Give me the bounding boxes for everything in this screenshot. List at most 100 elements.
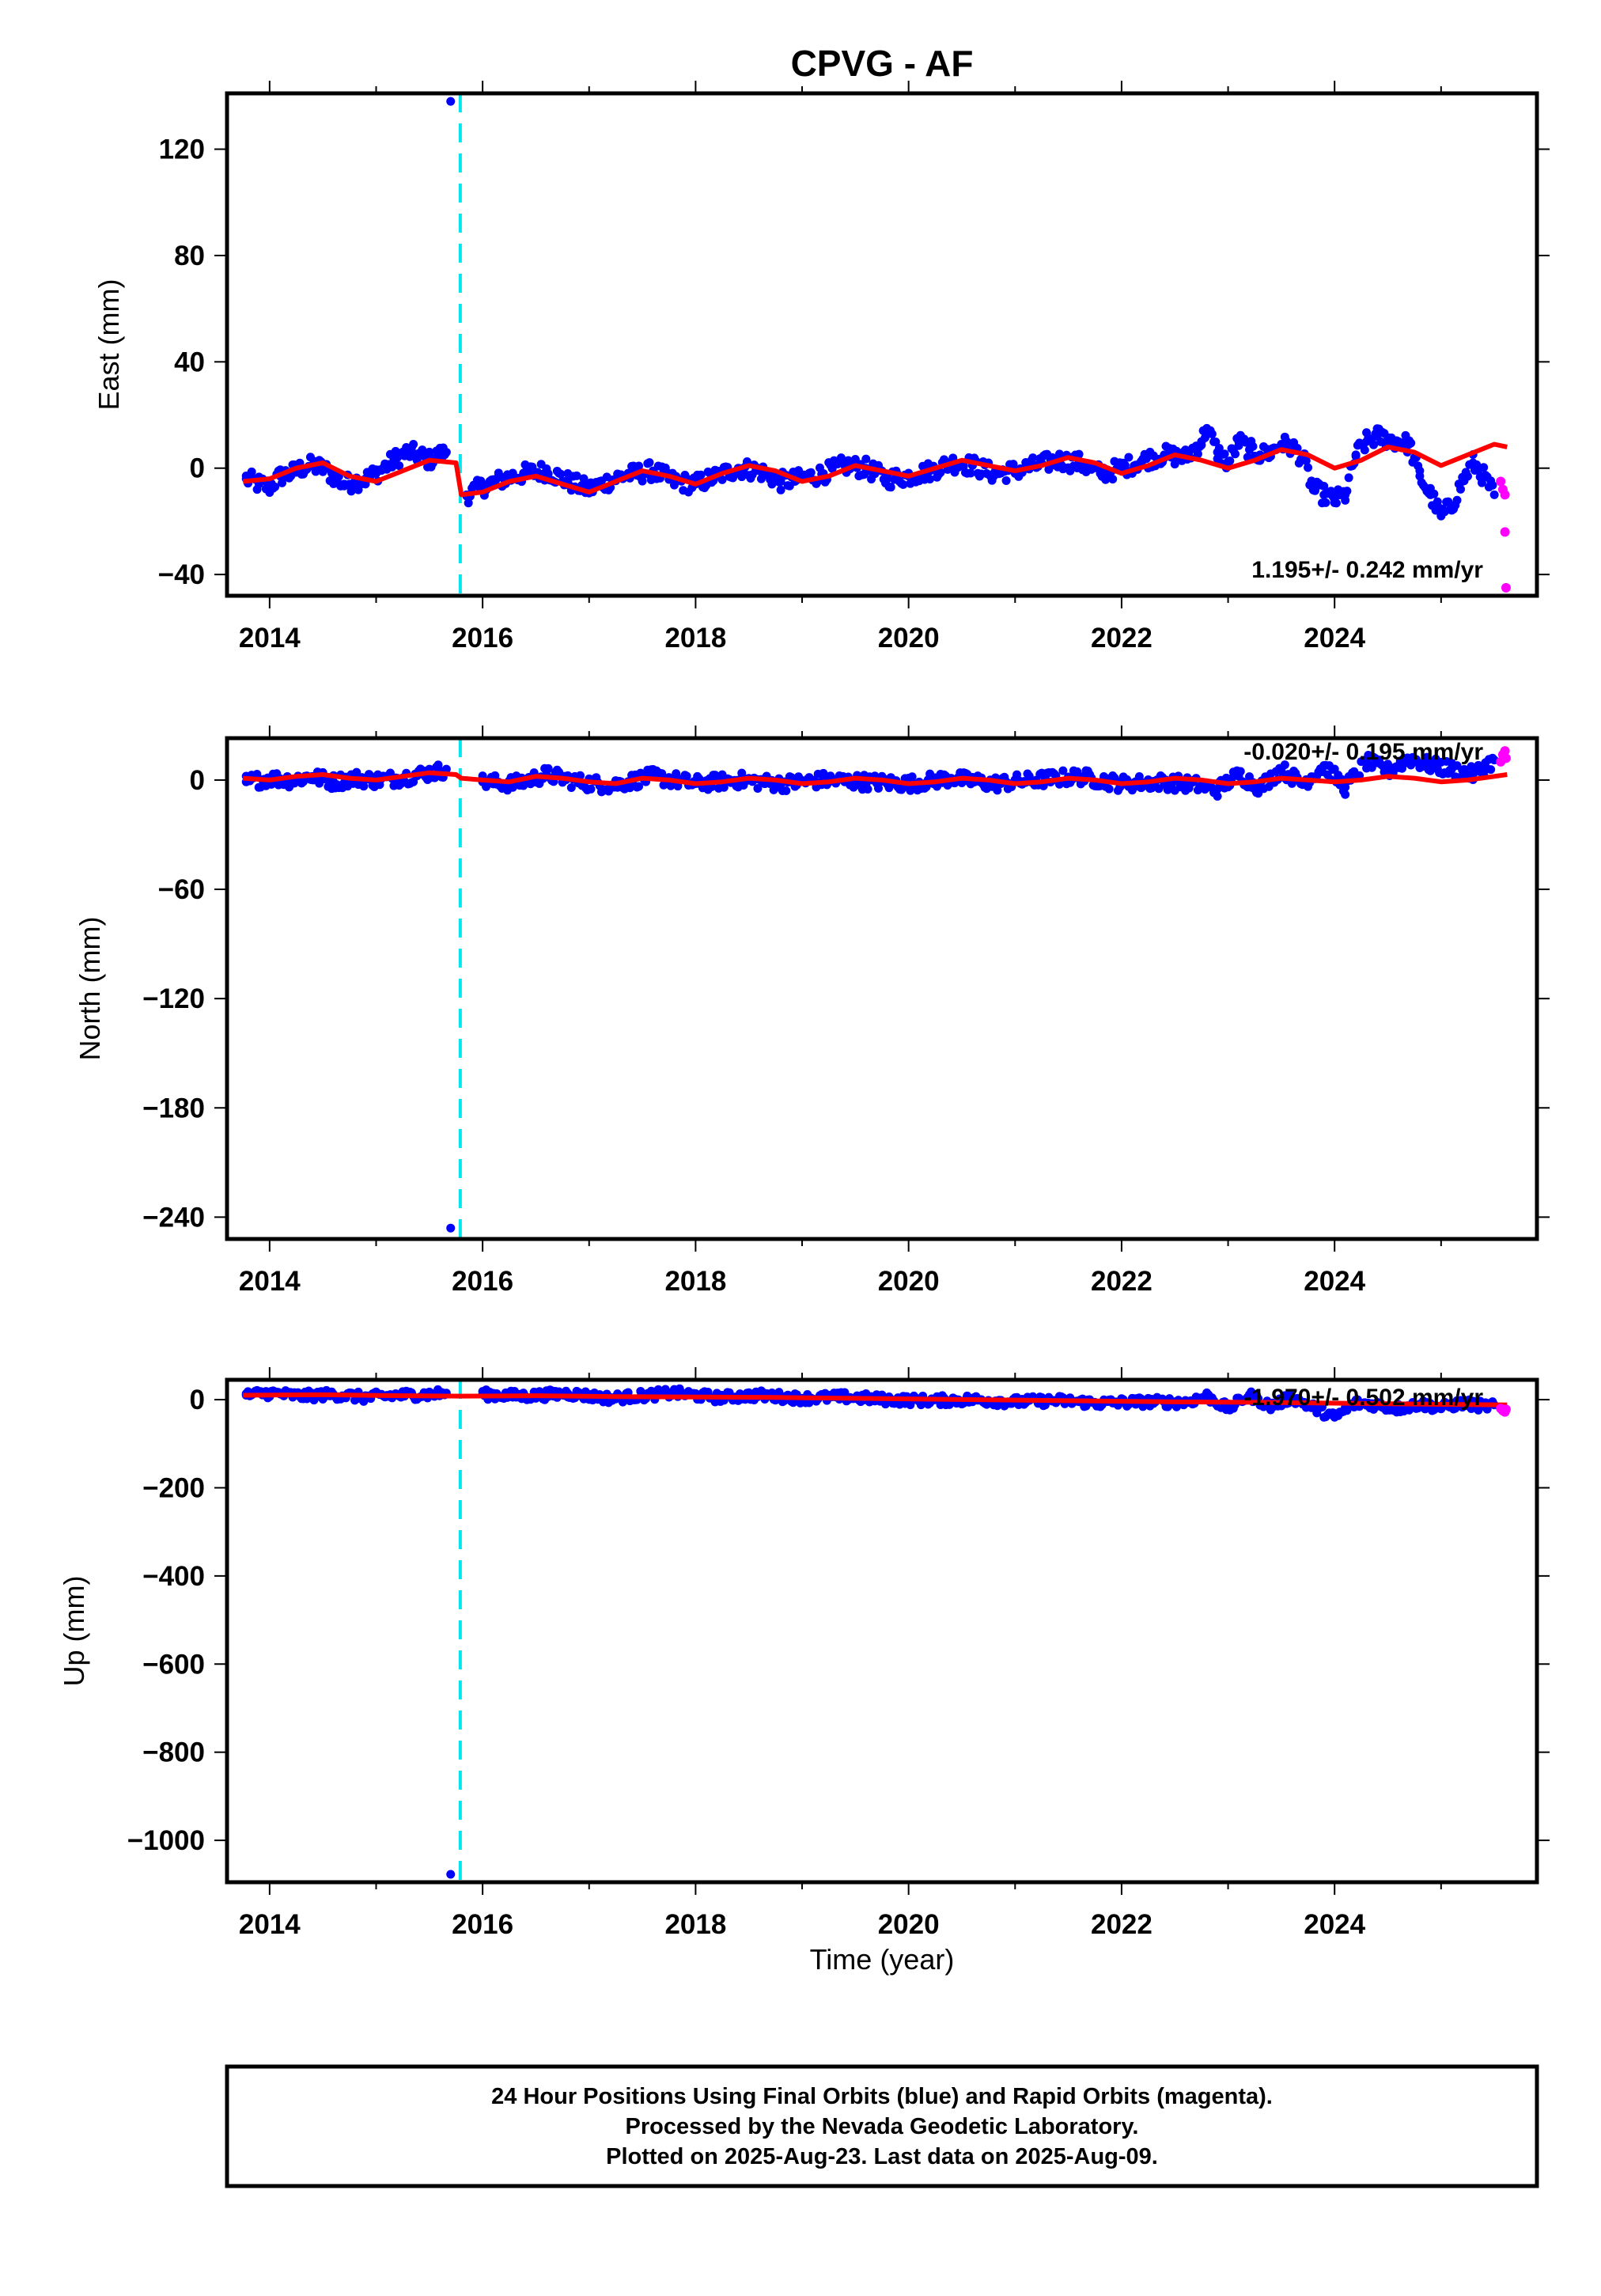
- final-orbit-point: [1321, 498, 1330, 507]
- x-tick-label: 2014: [239, 623, 301, 654]
- final-orbit-point: [907, 772, 917, 782]
- final-orbit-point: [1220, 449, 1229, 459]
- y-tick-label: −240: [142, 1202, 205, 1233]
- final-orbit-point: [1255, 782, 1265, 792]
- up-panel: 2014 2016 2018 2020 2022 2024 −1000 −800 −600 −40…: [58, 1367, 1550, 1976]
- final-orbit-point: [1319, 761, 1329, 771]
- final-orbit-point: [1096, 468, 1105, 478]
- final-orbit-point: [414, 450, 423, 460]
- final-orbit-point: [1231, 449, 1240, 459]
- final-orbit-point: [1001, 476, 1011, 486]
- final-orbit-point: [1304, 463, 1313, 472]
- footer-box: 24 Hour Positions Using Final Orbits (bl…: [225, 2064, 1539, 2188]
- velocity-label: 1.195+/- 0.242 mm/yr: [1251, 557, 1483, 583]
- final-orbit-point: [1383, 766, 1393, 775]
- final-orbit-point: [1170, 460, 1179, 469]
- final-orbit-point: [899, 479, 908, 489]
- velocity-label: -1.970+/- 0.502 mm/yr: [1243, 1385, 1483, 1411]
- final-orbit-point: [329, 472, 339, 481]
- rapid-orbit-point: [1501, 582, 1511, 593]
- panel-frame: [225, 736, 1539, 1241]
- final-orbit-point: [1447, 501, 1456, 510]
- y-tick-label: 0: [190, 453, 205, 484]
- final-orbit-point: [1394, 437, 1403, 446]
- final-orbit-point: [1404, 439, 1414, 449]
- x-tick-label: 2018: [664, 1266, 726, 1297]
- final-orbit-point: [359, 782, 369, 791]
- final-orbit-point: [1207, 430, 1217, 439]
- y-tick-label: −400: [142, 1561, 205, 1592]
- chart-title: CPVG - AF: [791, 43, 974, 84]
- final-orbit-point: [1213, 791, 1222, 801]
- final-orbit-point: [542, 466, 551, 475]
- x-tick-label: 2022: [1091, 1909, 1152, 1940]
- final-orbit-point: [1193, 449, 1202, 459]
- rapid-orbit-point: [1496, 476, 1506, 487]
- final-orbit-point: [1319, 481, 1329, 491]
- final-orbit-point: [1383, 434, 1393, 444]
- final-orbit-point: [1104, 784, 1114, 794]
- y-tick-label: −200: [142, 1472, 205, 1503]
- y-axis-label: North (mm): [74, 917, 106, 1061]
- final-orbit-point: [1244, 445, 1254, 454]
- final-orbit-point: [586, 784, 596, 794]
- final-orbit-point: [776, 485, 785, 494]
- final-orbit-point: [1308, 485, 1318, 494]
- final-orbit-point: [1308, 1403, 1318, 1412]
- final-orbit-point: [634, 782, 644, 791]
- velocity-label: -0.020+/- 0.195 mm/yr: [1243, 739, 1483, 765]
- final-orbit-point: [634, 461, 644, 471]
- final-orbit-point: [1058, 766, 1068, 775]
- panel-frame: [225, 1377, 1539, 1885]
- final-orbit-point: [1234, 437, 1243, 446]
- final-orbit-point: [1447, 764, 1456, 774]
- rapid-orbit-point: [1500, 490, 1510, 500]
- final-orbit-point: [1330, 495, 1339, 505]
- final-orbit-point: [672, 769, 681, 779]
- x-tick-label: 2022: [1091, 623, 1152, 654]
- final-orbit-point: [1360, 445, 1369, 455]
- final-orbit-point: [719, 782, 729, 792]
- final-orbit-point: [1108, 475, 1118, 484]
- final-orbit-point: [409, 440, 418, 449]
- final-orbit-point: [1372, 431, 1382, 441]
- y-tick-label: −600: [142, 1649, 205, 1680]
- model-fit-line: [243, 1392, 1508, 1408]
- final-orbit-point: [1489, 490, 1499, 499]
- footer-frame: [225, 2064, 1539, 2188]
- final-orbit-point: [392, 453, 402, 462]
- y-tick-label: −1000: [127, 1825, 205, 1856]
- final-orbit-point: [966, 468, 975, 478]
- final-orbit-point: [906, 1400, 915, 1410]
- final-orbit-point: [1341, 490, 1350, 499]
- final-orbit-point: [1344, 473, 1353, 483]
- rapid-orbit-point: [1501, 1404, 1511, 1415]
- final-orbit-point: [1477, 478, 1486, 487]
- final-orbit-point: [1436, 511, 1446, 521]
- final-orbit-point: [638, 476, 647, 486]
- final-orbit-point: [682, 771, 691, 781]
- final-orbit-point: [1124, 453, 1134, 462]
- final-orbit-point: [572, 471, 581, 480]
- final-orbit-point: [1028, 453, 1038, 463]
- final-orbit-point: [1202, 1392, 1212, 1401]
- final-orbit-point: [925, 475, 935, 484]
- x-tick-label: 2016: [452, 1266, 513, 1297]
- final-orbit-point: [1202, 423, 1212, 433]
- final-orbit-point: [265, 482, 274, 491]
- final-orbit-point: [1319, 490, 1329, 499]
- final-orbit-point: [861, 454, 871, 464]
- x-tick-label: 2024: [1304, 1909, 1365, 1940]
- final-orbit-point: [329, 777, 339, 786]
- final-orbit-point: [339, 479, 349, 489]
- y-tick-label: −120: [142, 983, 205, 1014]
- final-orbit-point: [782, 786, 791, 795]
- final-orbit-point: [566, 782, 576, 792]
- x-tick-label: 2018: [664, 1909, 726, 1940]
- final-orbit-point: [1138, 456, 1148, 465]
- final-orbit-point: [1394, 1404, 1403, 1413]
- final-orbit-point: [1330, 1412, 1339, 1422]
- final-orbit-point: [371, 468, 380, 478]
- y-axis-label: East (mm): [93, 279, 125, 411]
- plot-area: [241, 738, 1511, 1239]
